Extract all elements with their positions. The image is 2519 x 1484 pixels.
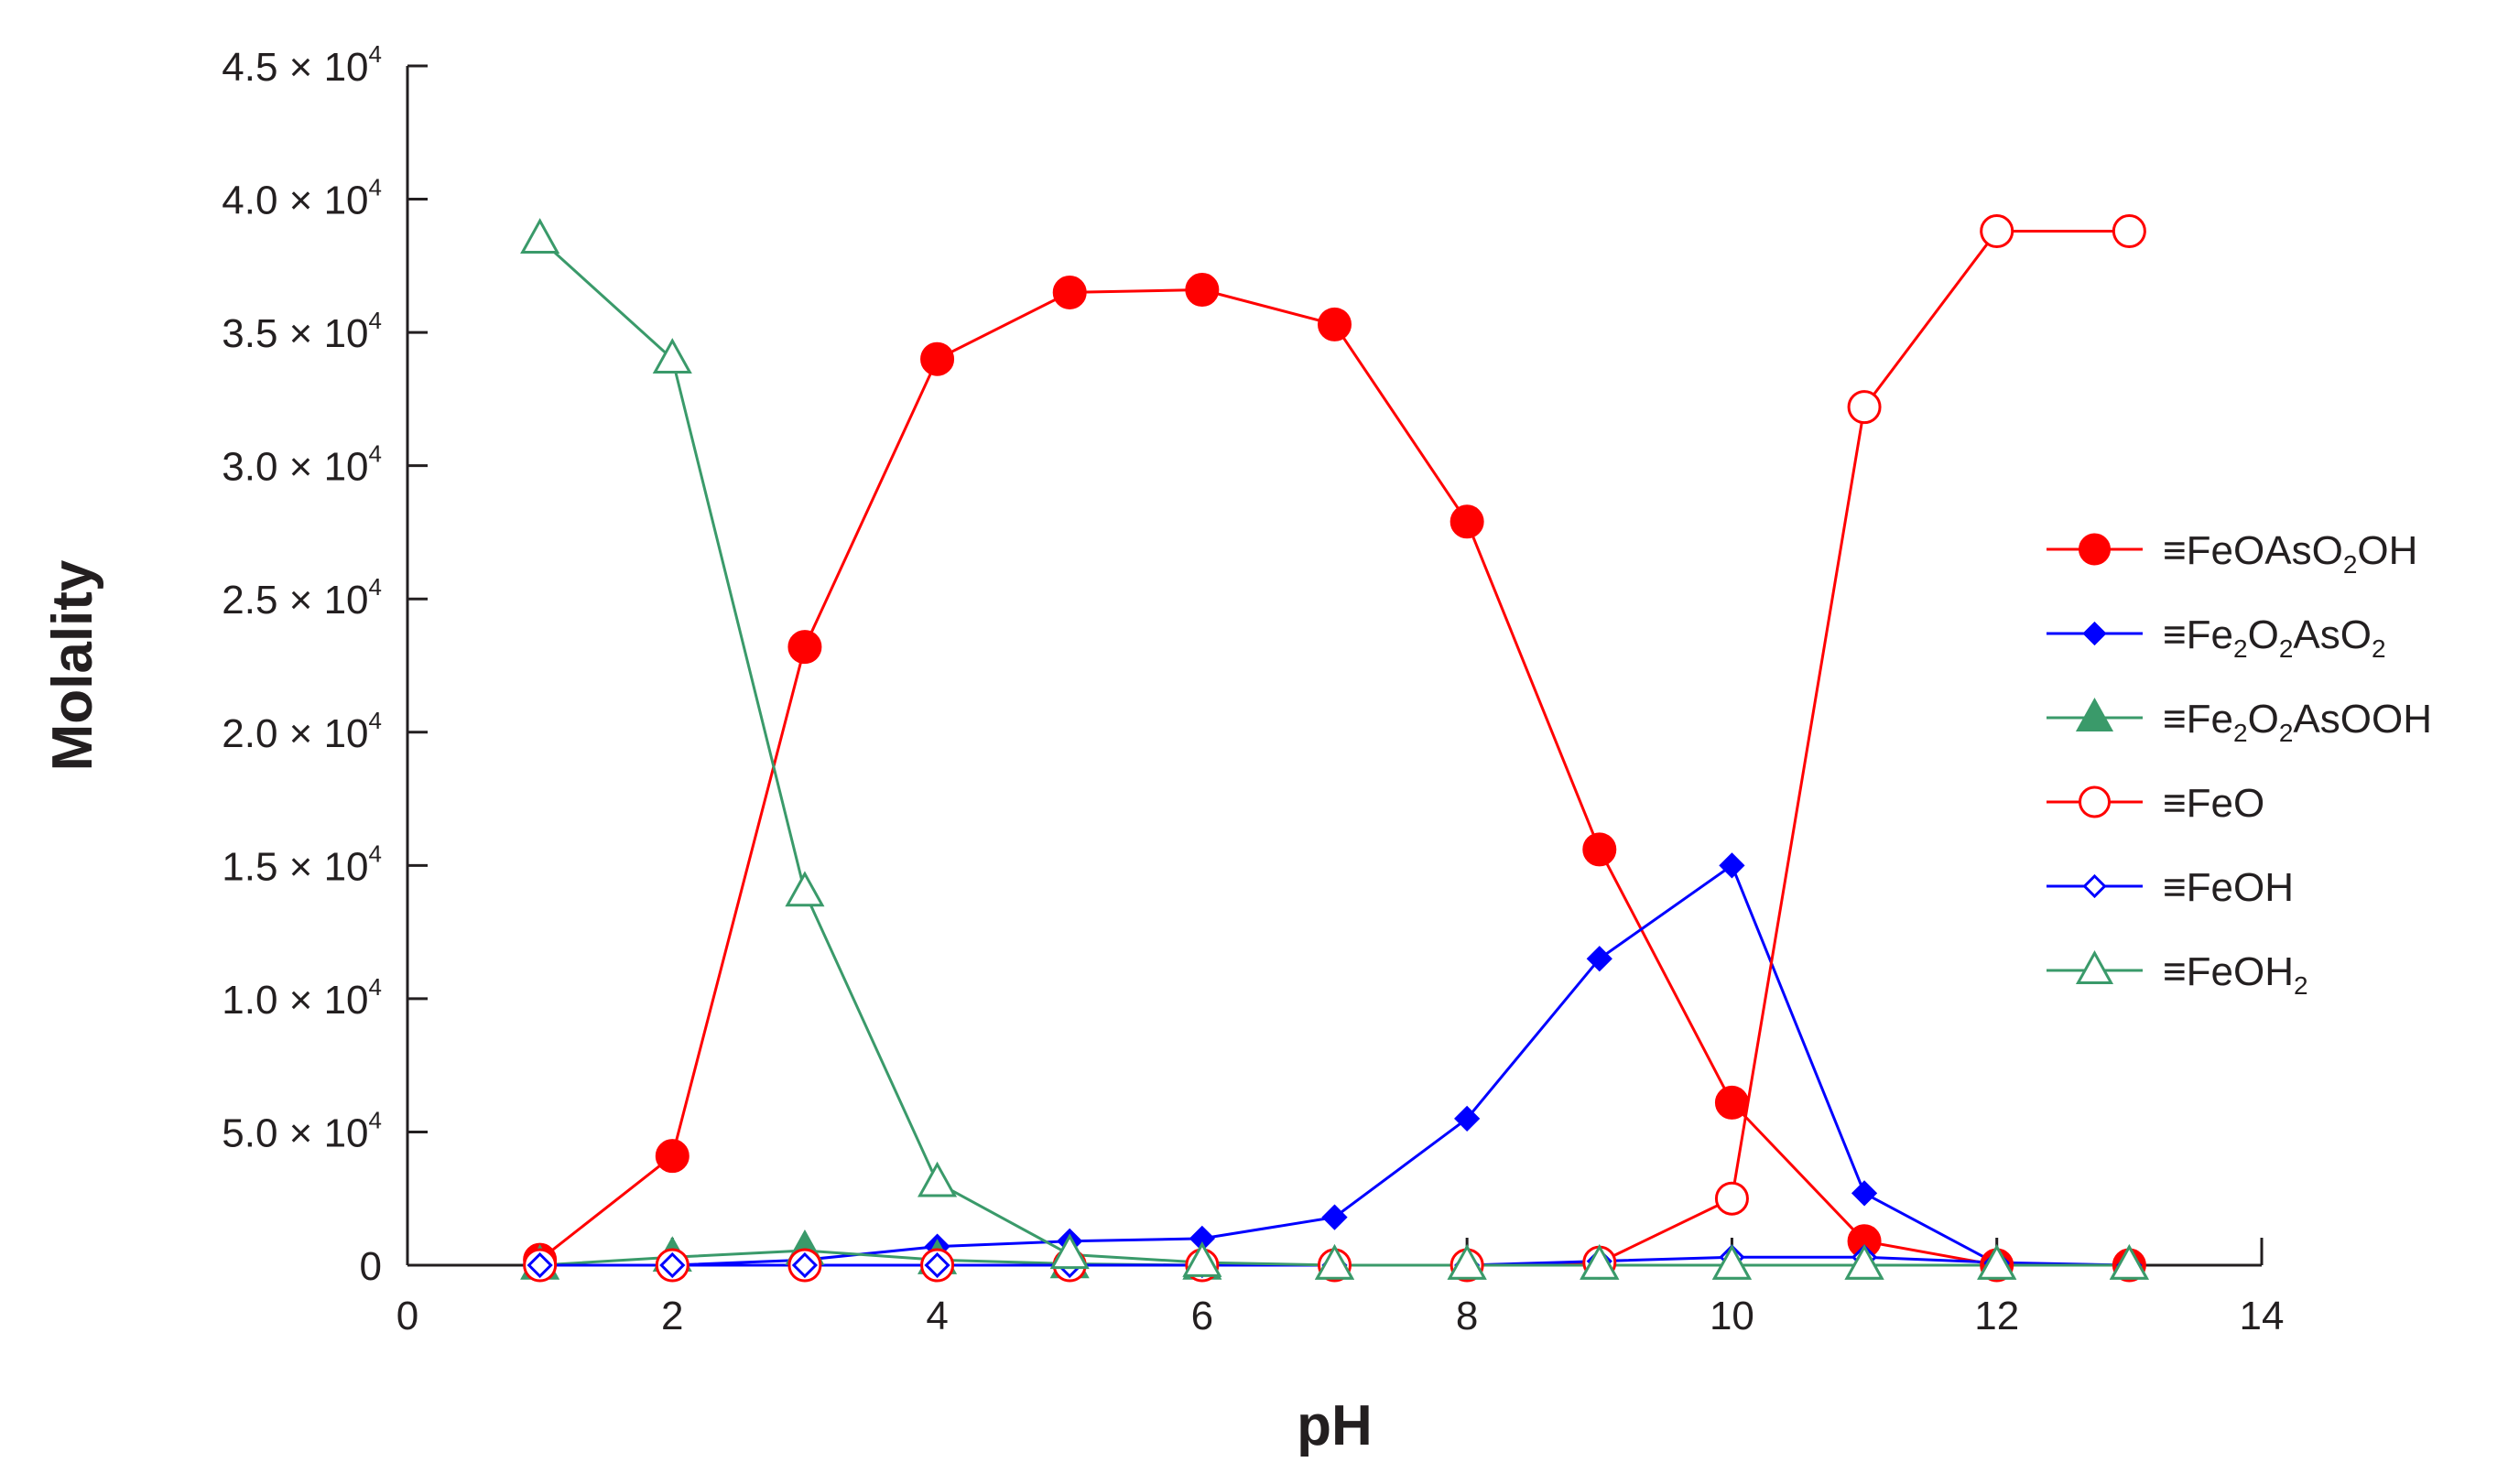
data-point-1-8 <box>1586 946 1612 972</box>
legend-item-3: ≡FeO <box>2047 781 2264 826</box>
y-tick-label: 1.0 × 104 <box>222 973 382 1023</box>
data-point-0-2 <box>787 630 822 665</box>
legend-label: ≡FeOAsO2OH <box>2163 528 2417 579</box>
x-tick-label: 4 <box>926 1294 948 1338</box>
y-tick-label: 2.0 × 104 <box>222 707 382 756</box>
data-point-4-3 <box>924 1251 950 1279</box>
legend-marker <box>2075 698 2114 731</box>
data-point-5-4 <box>1049 1233 1090 1270</box>
data-point-5-6 <box>1314 1243 1355 1280</box>
legend-marker <box>2082 621 2107 646</box>
x-tick-label: 10 <box>1710 1294 1754 1338</box>
x-tick-label: 6 <box>1191 1294 1213 1338</box>
y-tick-label: 4.5 × 104 <box>222 40 382 90</box>
data-point-5-8 <box>1580 1243 1620 1280</box>
y-axis-title: Molality <box>41 559 104 771</box>
data-point-4-2 <box>791 1251 819 1279</box>
legend-label: ≡FeOH <box>2163 865 2294 910</box>
data-point-5-10 <box>1844 1243 1884 1280</box>
data-point-5-0 <box>520 218 560 254</box>
series-line-0 <box>538 287 2130 1267</box>
series-lines <box>538 230 2130 1267</box>
legend-item-5: ≡FeOH2 <box>2047 949 2308 1000</box>
legend-item-1: ≡Fe2O2AsO2 <box>2047 612 2386 663</box>
legend-marker <box>2075 950 2114 984</box>
data-point-1-10 <box>1851 1180 1878 1207</box>
y-tick-label: 0 <box>360 1244 382 1289</box>
y-tick-label: 1.5 × 104 <box>222 839 382 889</box>
data-point-3-10 <box>1847 390 1882 425</box>
data-point-3-12 <box>2112 213 2146 248</box>
legend-item-4: ≡FeOH <box>2047 865 2294 910</box>
x-axis-title: pH <box>1297 1394 1373 1457</box>
y-tick-label: 4.0 × 104 <box>222 174 382 223</box>
data-point-5-2 <box>785 871 825 907</box>
legend-item-0: ≡FeOAsO2OH <box>2047 528 2417 579</box>
data-point-0-7 <box>1450 504 1484 539</box>
series-markers <box>520 213 2149 1283</box>
data-point-0-8 <box>1582 832 1617 867</box>
data-point-0-5 <box>1185 273 1220 308</box>
data-point-5-11 <box>1977 1243 2017 1280</box>
y-tick-label: 5.0 × 104 <box>222 1106 382 1155</box>
data-point-5-12 <box>2109 1243 2149 1280</box>
x-tick-label: 12 <box>1974 1294 2019 1338</box>
legend-label: ≡Fe2O2AsO2 <box>2163 612 2386 663</box>
data-point-0-1 <box>655 1139 689 1174</box>
data-point-5-7 <box>1447 1243 1487 1280</box>
y-tick-label: 2.5 × 104 <box>222 573 382 623</box>
legend-label: ≡Fe2O2AsOOH <box>2163 697 2432 747</box>
legend-label: ≡FeO <box>2163 781 2264 826</box>
data-point-5-1 <box>652 338 692 374</box>
legend-marker <box>2082 873 2107 899</box>
data-point-0-4 <box>1052 275 1087 309</box>
data-point-3-11 <box>1980 213 2014 248</box>
data-point-5-9 <box>1711 1243 1752 1280</box>
data-point-0-3 <box>920 341 955 376</box>
data-point-5-5 <box>1182 1241 1222 1277</box>
x-tick-label: 14 <box>2240 1294 2285 1338</box>
data-point-1-7 <box>1454 1105 1481 1132</box>
data-point-0-6 <box>1318 307 1352 341</box>
data-point-1-9 <box>1719 852 1745 879</box>
data-point-0-9 <box>1714 1085 1749 1120</box>
y-tick-label: 3.5 × 104 <box>222 307 382 356</box>
legend-marker <box>2079 533 2111 566</box>
data-point-4-1 <box>659 1251 686 1279</box>
x-tick-label: 0 <box>396 1294 418 1338</box>
x-tick-label: 8 <box>1456 1294 1478 1338</box>
data-point-5-3 <box>917 1161 958 1197</box>
data-point-3-9 <box>1714 1181 1749 1216</box>
x-tick-label: 2 <box>661 1294 683 1338</box>
legend: ≡FeOAsO2OH ≡Fe2O2AsO2 ≡Fe2O2AsOOH ≡FeO ≡FeOH… <box>2047 528 2432 1000</box>
legend-label: ≡FeOH2 <box>2163 949 2308 1000</box>
y-tick-label: 3.0 × 104 <box>222 440 382 490</box>
axes: 0 2 4 6 8 10 12 14 0 5.0 × 104 1.0 × 104 1.5 × 104 2… <box>222 40 2284 1338</box>
data-point-1-6 <box>1321 1204 1348 1230</box>
legend-marker <box>2079 785 2111 818</box>
data-point-4-0 <box>527 1251 553 1279</box>
legend-item-2: ≡Fe2O2AsOOH <box>2047 697 2432 747</box>
